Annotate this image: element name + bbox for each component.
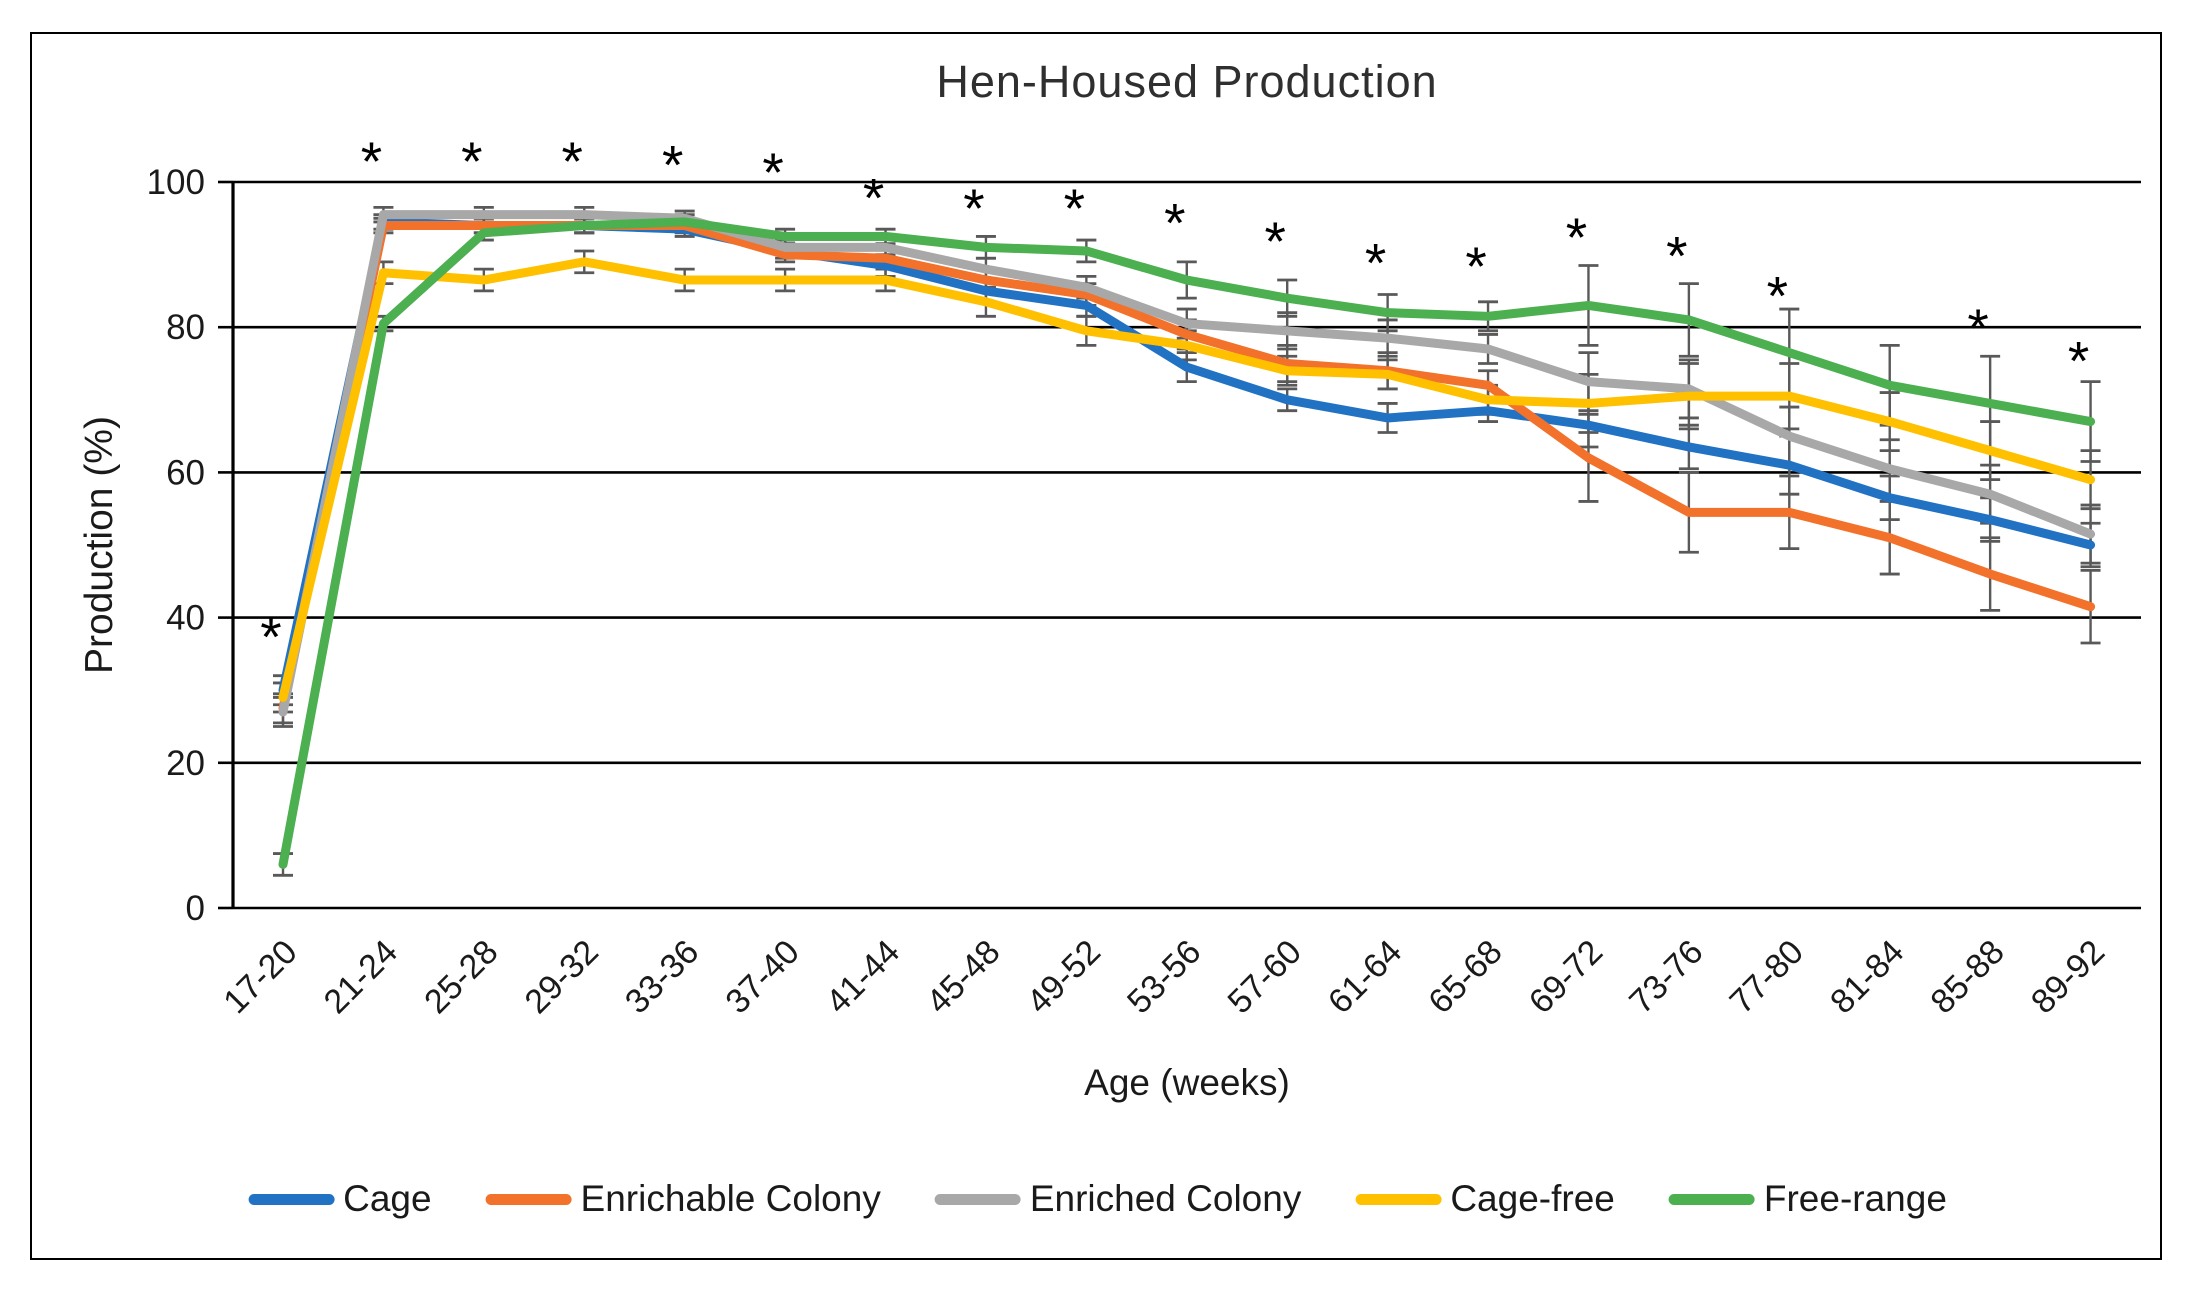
x-tick-label: 33-36 xyxy=(618,933,706,1021)
x-tick-label: 85-88 xyxy=(1923,933,2011,1021)
significance-asterisk: * xyxy=(1365,232,1386,294)
legend-label: Enrichable Colony xyxy=(580,1178,881,1219)
significance-asterisk: * xyxy=(1164,192,1185,254)
x-tick-label: 21-24 xyxy=(317,933,405,1021)
significance-asterisk: * xyxy=(2068,330,2089,392)
enrichable-colony-line-swatch xyxy=(485,1193,572,1205)
legend-label: Cage-free xyxy=(1450,1178,1615,1219)
series-line-free-range xyxy=(278,217,2096,869)
x-tick-label: 73-76 xyxy=(1622,933,1710,1021)
legend-label: Enriched Colony xyxy=(1029,1178,1302,1219)
x-tick-label: 57-60 xyxy=(1220,933,1308,1021)
significance-asterisk: * xyxy=(1967,297,1988,359)
significance-asterisk: * xyxy=(361,130,382,192)
significance-asterisk: * xyxy=(461,130,482,192)
x-tick-label: 37-40 xyxy=(718,933,806,1021)
y-tick-label: 40 xyxy=(166,599,205,638)
enriched-colony-line-swatch xyxy=(934,1193,1021,1205)
y-axis-title: Production (%) xyxy=(78,416,121,674)
significance-asterisk: * xyxy=(1566,206,1587,268)
significance-asterisk: * xyxy=(762,141,783,203)
x-tick-label: 41-44 xyxy=(819,933,907,1021)
y-tick-label: 100 xyxy=(147,163,205,202)
x-tick-label: 17-20 xyxy=(216,933,304,1021)
x-tick-label: 65-68 xyxy=(1421,933,1509,1021)
x-tick-label: 77-80 xyxy=(1723,933,1811,1021)
cage-free-line-swatch xyxy=(1355,1193,1442,1205)
free-range-line-swatch xyxy=(1668,1193,1755,1205)
legend-item-cage-free: Cage-free xyxy=(1355,1178,1615,1220)
significance-asterisk: * xyxy=(963,177,984,239)
x-tick-label: 53-56 xyxy=(1120,933,1208,1021)
x-tick-label: 49-52 xyxy=(1020,933,1108,1021)
x-axis-title: Age (weeks) xyxy=(1084,1062,1290,1103)
cage-line-swatch xyxy=(248,1193,335,1205)
significance-asterisk: * xyxy=(260,605,281,667)
significance-asterisk: * xyxy=(662,134,683,196)
y-tick-label: 20 xyxy=(166,744,205,783)
x-tick-label: 69-72 xyxy=(1522,933,1610,1021)
series-line-enriched-colony xyxy=(278,210,2096,717)
x-tick-label: 89-92 xyxy=(2024,933,2112,1021)
x-tick-label: 29-32 xyxy=(518,933,606,1021)
significance-asterisk: * xyxy=(1064,177,1085,239)
significance-asterisk: * xyxy=(863,166,884,228)
legend-item-enrichable-colony: Enrichable Colony xyxy=(485,1178,881,1220)
y-tick-label: 0 xyxy=(186,889,205,928)
y-tick-label: 80 xyxy=(166,308,205,347)
legend-label: Free-range xyxy=(1763,1178,1947,1219)
legend-item-enriched-colony: Enriched Colony xyxy=(934,1178,1302,1220)
significance-asterisk: * xyxy=(1767,264,1788,326)
legend: Cage Enrichable Colony Enriched Colony C… xyxy=(248,1178,1947,1220)
legend-item-free-range: Free-range xyxy=(1668,1178,1947,1220)
legend-label: Cage xyxy=(343,1178,432,1219)
significance-asterisk: * xyxy=(562,130,583,192)
significance-asterisk: * xyxy=(1666,224,1687,286)
x-tick-label: 45-48 xyxy=(919,933,1007,1021)
x-tick-label: 25-28 xyxy=(417,933,505,1021)
significance-asterisk: * xyxy=(1264,210,1285,272)
significance-asterisk: * xyxy=(1465,235,1486,297)
legend-item-cage: Cage xyxy=(248,1178,432,1220)
chart-title: Hen-Housed Production xyxy=(936,56,1438,107)
x-tick-label: 61-64 xyxy=(1321,933,1409,1021)
y-tick-label: 60 xyxy=(166,453,205,492)
series-line-cage-free xyxy=(278,257,2096,702)
x-tick-label: 81-84 xyxy=(1823,933,1911,1021)
